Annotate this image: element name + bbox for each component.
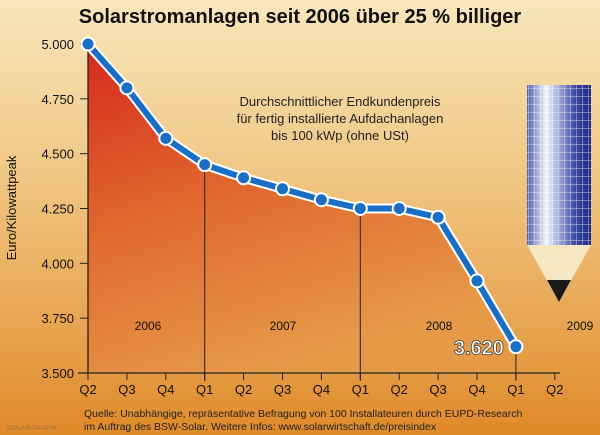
solargrafik-logo: SOLARGRAFIK (6, 425, 58, 432)
price-line (85, 42, 519, 349)
y-axis-label: Euro/Kilowattpeak (4, 155, 19, 260)
data-point (197, 157, 213, 173)
data-point (80, 36, 96, 52)
subtitle-line: bis 100 kWp (ohne USt) (270, 128, 409, 143)
x-tick-label: Q1 (352, 382, 369, 397)
data-point (119, 80, 135, 96)
data-point (508, 339, 524, 355)
price-area (88, 44, 516, 373)
subtitle-line: für fertig installierte Aufdachanlagen (236, 111, 444, 126)
x-tick-label: Q4 (157, 382, 174, 397)
source-line: im Auftrag des BSW-Solar. Weitere Infos:… (84, 421, 437, 433)
y-tick-label: 3.500 (41, 366, 74, 381)
y-tick-label: 4.000 (41, 256, 74, 271)
x-tick-label: Q1 (196, 382, 213, 397)
data-point (430, 209, 446, 225)
y-tick-label: 4.500 (41, 147, 74, 162)
x-tick-label: Q3 (429, 382, 446, 397)
year-label: 2008 (426, 319, 453, 333)
data-point (469, 273, 485, 289)
data-point (352, 201, 368, 216)
x-tick-label: Q2 (391, 382, 408, 397)
x-tick-label: Q3 (274, 382, 291, 397)
data-point (236, 170, 252, 186)
x-tick-label: Q2 (79, 382, 96, 397)
chart-subtitle: Durchschnittlicher Endkundenpreis für fe… (215, 93, 465, 144)
data-point (158, 130, 174, 146)
data-point (313, 192, 329, 208)
chart-title: Solarstromanlagen seit 2006 über 25 % bi… (78, 6, 522, 28)
x-tick-label: Q4 (313, 382, 330, 397)
x-tick-label: Q4 (468, 382, 485, 397)
year-label: 2009 (567, 319, 594, 333)
x-tick-label: Q2 (235, 382, 252, 397)
y-tick-label: 4.250 (41, 202, 74, 217)
subtitle-line: Durchschnittlicher Endkundenpreis (239, 94, 441, 109)
y-tick-label: 5.000 (41, 37, 74, 52)
data-point (391, 201, 407, 216)
y-tick-label: 4.750 (41, 92, 74, 107)
y-tick-label: 3.750 (41, 311, 74, 326)
x-tick-label: Q2 (546, 382, 563, 397)
x-tick-label: Q1 (507, 382, 524, 397)
source-line: Quelle: Unabhängige, repräsentative Befr… (84, 408, 523, 420)
data-point (275, 181, 290, 197)
last-value-label: 3.620 (454, 338, 504, 360)
year-label: 2006 (135, 319, 162, 333)
x-tick-label: Q3 (118, 382, 135, 397)
year-label: 2007 (270, 319, 297, 333)
source-note: Quelle: Unabhängige, repräsentative Befr… (84, 408, 522, 434)
pencil-icon (527, 85, 591, 302)
